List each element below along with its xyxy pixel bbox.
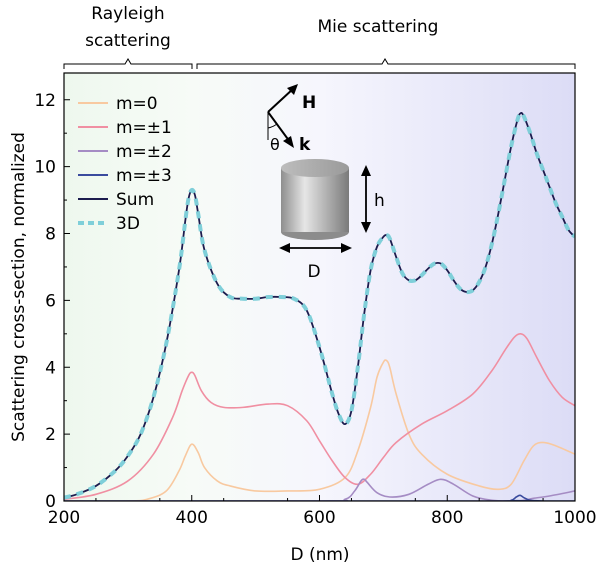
k-vector-arrow bbox=[267, 111, 294, 148]
h-vector-label: H bbox=[302, 93, 316, 113]
y-tick-label: 2 bbox=[45, 425, 56, 445]
mie-label: Mie scattering bbox=[318, 17, 439, 37]
x-tick-label: 1000 bbox=[553, 508, 596, 528]
legend: m=0 m=±1 m=±2 m=±3 Sum 3D bbox=[78, 94, 172, 234]
legend-label-2: m=±2 bbox=[116, 142, 172, 162]
series-line-5 bbox=[64, 110, 575, 500]
region-rayleigh: Rayleigh scattering bbox=[63, 4, 193, 69]
rayleigh-label-line2: scattering bbox=[85, 31, 171, 51]
inset-schematic: H k θ h D bbox=[267, 84, 385, 282]
y-tick-label: 6 bbox=[45, 291, 56, 311]
legend-label-5: 3D bbox=[116, 214, 140, 234]
y-axis-label: Scattering cross-section, normalized bbox=[9, 132, 29, 442]
k-vector-label: k bbox=[299, 135, 311, 155]
cylinder-icon bbox=[281, 159, 349, 240]
region-mie: Mie scattering bbox=[196, 17, 576, 69]
y-tick-label: 10 bbox=[34, 158, 56, 178]
x-tick-label: 600 bbox=[303, 508, 335, 528]
x-tick-label: 400 bbox=[176, 508, 208, 528]
legend-label-4: Sum bbox=[116, 190, 154, 210]
legend-label-0: m=0 bbox=[116, 94, 158, 114]
diameter-arrow bbox=[279, 243, 352, 253]
height-arrow bbox=[361, 165, 371, 233]
rayleigh-label-line1: Rayleigh bbox=[91, 4, 164, 24]
mie-brace bbox=[196, 58, 576, 69]
series-line-1 bbox=[64, 332, 575, 501]
y-tick-label: 4 bbox=[45, 358, 56, 378]
plot-background bbox=[64, 73, 575, 501]
x-tick-label: 200 bbox=[48, 508, 80, 528]
ticks-layer: 200 400 600 800 1000 0 2 4 6 8 10 12 bbox=[34, 91, 596, 528]
theta-arc bbox=[267, 123, 278, 129]
legend-label-3: m=±3 bbox=[116, 166, 172, 186]
x-axis-label: D (nm) bbox=[290, 545, 349, 565]
y-tick-label: 12 bbox=[34, 91, 56, 111]
series-line-0 bbox=[64, 359, 575, 501]
theta-label: θ bbox=[270, 135, 280, 154]
legend-label-1: m=±1 bbox=[116, 118, 172, 138]
h-vector-arrow bbox=[267, 84, 298, 113]
height-label: h bbox=[374, 191, 385, 211]
rayleigh-brace bbox=[63, 58, 193, 69]
diameter-label: D bbox=[307, 262, 320, 282]
y-tick-label: 8 bbox=[45, 225, 56, 245]
x-tick-label: 800 bbox=[431, 508, 463, 528]
y-tick-label: 0 bbox=[45, 492, 56, 512]
